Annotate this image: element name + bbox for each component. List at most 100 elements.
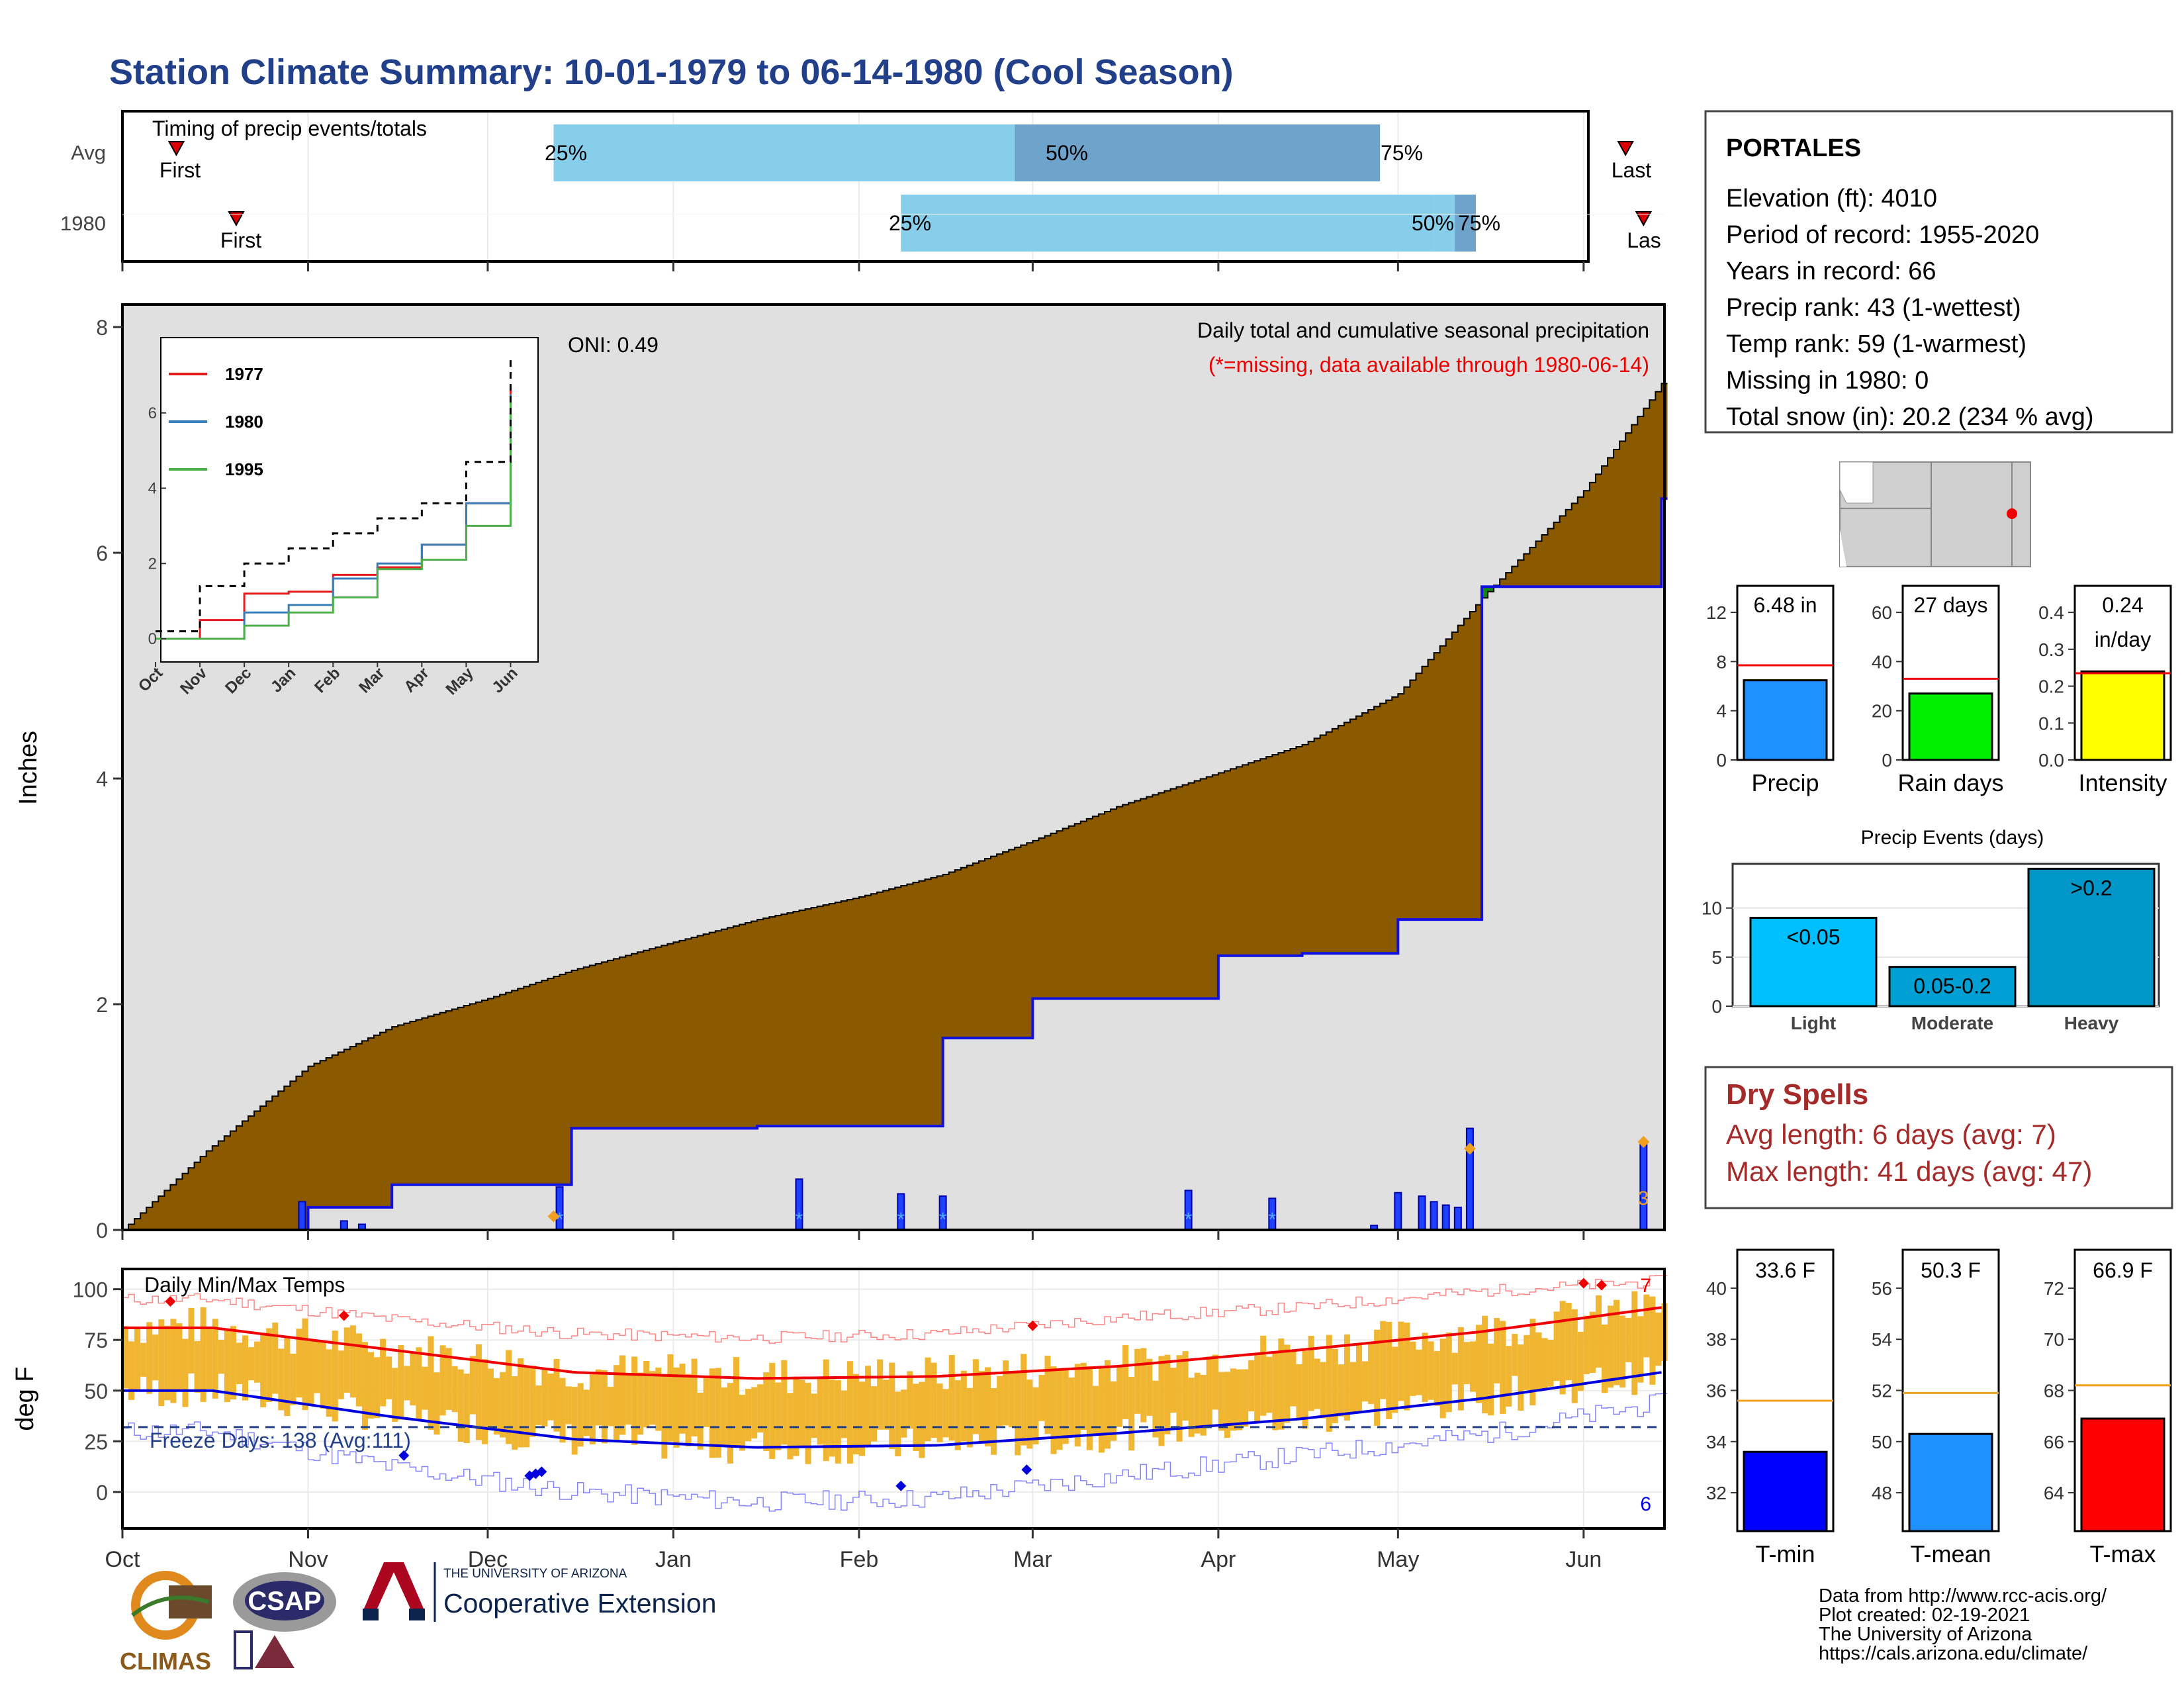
daily-temp-bar (1236, 1369, 1243, 1430)
daily-temp-bar (1170, 1368, 1177, 1413)
daily-temp-bar (416, 1347, 422, 1421)
events-ytick-label: 0 (1711, 996, 1722, 1017)
daily-temp-bar (697, 1392, 704, 1450)
daily-temp-bar (518, 1358, 524, 1448)
events-bar-moderate (1888, 966, 2017, 1008)
temp-ytick-label: 75 (84, 1329, 108, 1352)
daily-temp-bar (266, 1328, 273, 1403)
daily-temp-bar (1111, 1381, 1117, 1441)
daily-temp-bar (972, 1359, 979, 1434)
daily-temp-bar (1608, 1305, 1614, 1388)
daily-temp-bar (631, 1356, 638, 1445)
record-high-marker (165, 1296, 176, 1307)
daily-temp-bar (1553, 1311, 1560, 1382)
daily-temp-bar (1637, 1316, 1644, 1383)
daily-temp-bar (966, 1387, 973, 1448)
station-info-box: PORTALES Elevation (ft): 4010 Period of … (1704, 110, 2173, 434)
daily-temp-bar (1038, 1375, 1045, 1421)
daily-temp-bar (1343, 1334, 1350, 1421)
credit-line-1: Data from http://www.rcc-acis.org/ (1819, 1585, 2107, 1607)
daily-temp-bar (260, 1333, 267, 1407)
temp-summary-value-bar (1743, 1450, 1828, 1532)
daily-temp-bar (326, 1349, 332, 1417)
daily-temp-bar (1433, 1350, 1440, 1406)
temp-summary-ytick-label: 40 (1706, 1278, 1727, 1299)
month-label-apr: Apr (1201, 1547, 1236, 1572)
daily-temp-bar (1194, 1372, 1201, 1434)
daily-temp-bar (314, 1340, 320, 1393)
record-high-marker (1027, 1320, 1038, 1331)
daily-temp-bar (703, 1376, 709, 1427)
daily-temp-bar (1577, 1331, 1584, 1391)
daily-temp-bar (793, 1376, 799, 1456)
station-name: PORTALES (1726, 134, 1861, 162)
temp-ytick-label: 50 (84, 1380, 108, 1403)
daily-temp-bar (625, 1374, 632, 1425)
daily-temp-bar (583, 1389, 590, 1436)
daily-temp-bar (1242, 1369, 1249, 1427)
daily-temp-bar (1056, 1369, 1063, 1450)
daily-temp-bar (1506, 1346, 1512, 1407)
daily-temp-bar (1128, 1376, 1135, 1451)
daily-temp-bar (392, 1368, 398, 1422)
daily-temp-bar (852, 1374, 859, 1455)
daily-precip-bar (1639, 1141, 1648, 1231)
daily-temp-bar (1457, 1327, 1464, 1411)
month-label-nov: Nov (288, 1547, 328, 1572)
precip-missing-note: (*=missing, data available through 1980-… (1208, 353, 1649, 377)
daily-temp-bar (1649, 1296, 1656, 1385)
summary-rain-days-value-bar (1908, 692, 1993, 761)
daily-temp-bar (457, 1369, 464, 1442)
daily-temp-bar (1326, 1335, 1332, 1432)
daily-temp-bar (355, 1333, 362, 1407)
daily-temp-bar (439, 1345, 446, 1416)
inset-ytick-label: 0 (148, 630, 157, 648)
daily-temp-bar (1086, 1366, 1093, 1450)
daily-temp-bar (1164, 1354, 1171, 1434)
daily-temp-bar (1158, 1356, 1165, 1446)
daily-temp-bar (433, 1372, 440, 1435)
daily-temp-bar (571, 1387, 578, 1455)
summary-precip-ytick-label: 4 (1716, 701, 1727, 722)
temp-summary-value-text: 33.6 F (1755, 1258, 1815, 1282)
summary-intensity-ytick-label: 0.0 (2038, 750, 2064, 771)
daily-temp-bar (954, 1380, 961, 1450)
daily-temp-bar (1015, 1372, 1021, 1456)
record-high-marker (1596, 1280, 1607, 1291)
daily-temp-bar (997, 1376, 1003, 1427)
daily-temp-bar (907, 1371, 913, 1429)
daily-temp-bar (978, 1371, 985, 1442)
daily-temp-bar (1224, 1372, 1230, 1438)
events-bar-light (1749, 917, 1878, 1008)
daily-temp-bar (349, 1325, 356, 1398)
daily-temp-bar (775, 1382, 782, 1450)
daily-temp-bar (218, 1340, 224, 1374)
daily-temp-bar (1212, 1354, 1218, 1410)
daily-temp-bar (1092, 1385, 1099, 1436)
hot-days-count: 7 (1640, 1275, 1651, 1297)
daily-temp-bar (374, 1357, 381, 1419)
heavy-precip-marker (1463, 1143, 1476, 1155)
daily-temp-bar (308, 1340, 314, 1405)
station-elevation: Elevation (ft): 4010 (1726, 185, 1937, 212)
daily-temp-bar (1140, 1348, 1147, 1423)
daily-temp-bar (1021, 1354, 1027, 1446)
temp-summary-ytick-label: 48 (1872, 1483, 1892, 1503)
csap-wordmark: CSAP (248, 1587, 321, 1616)
temp-ylabel: deg F (11, 1366, 39, 1430)
summary-precip-value-text: 6.48 in (1753, 593, 1817, 617)
inset-ytick-label: 6 (148, 404, 157, 422)
daily-temp-bar (895, 1391, 901, 1457)
daily-temp-bar (984, 1367, 991, 1446)
daily-temp-bar (1463, 1342, 1470, 1385)
daily-temp-bar (1356, 1344, 1363, 1411)
daily-temp-bar (445, 1348, 452, 1410)
daily-temp-bar (547, 1374, 554, 1421)
events-bar-label: 0.05-0.2 (1913, 974, 1991, 998)
daily-temp-bar (1469, 1341, 1476, 1392)
summary-intensity-value-text: 0.24 (2102, 593, 2143, 617)
record-min-line (122, 1393, 1668, 1512)
daily-temp-bar (475, 1344, 482, 1440)
daily-temp-bar (661, 1376, 668, 1459)
heavy-precip-marker (547, 1210, 560, 1223)
